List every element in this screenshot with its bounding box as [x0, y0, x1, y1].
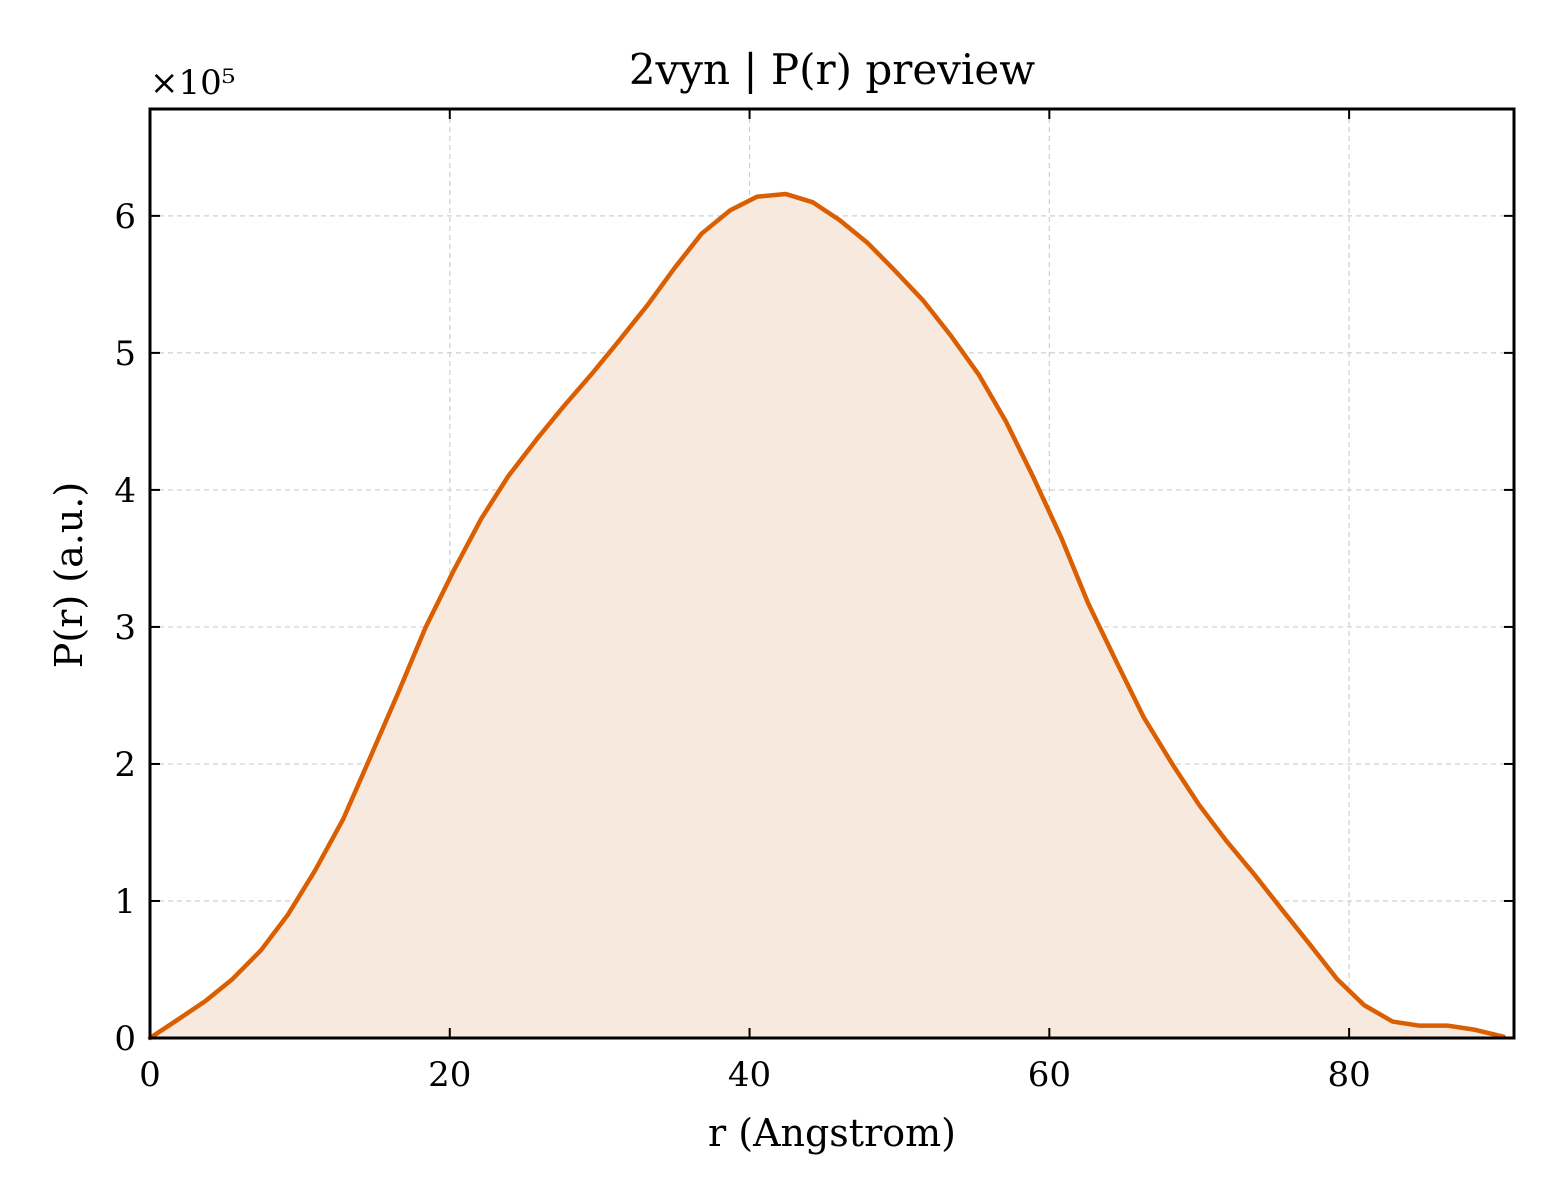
- x-tick-label: 60: [1028, 1055, 1071, 1095]
- axis-ticks: 0 20 40 60 80 0 1 2 3 4 5 6: [114, 109, 1514, 1095]
- x-axis-label: r (Angstrom): [708, 1111, 956, 1155]
- y-axis-label: P(r) (a.u.): [47, 482, 91, 668]
- y-tick-label: 0: [114, 1019, 136, 1059]
- x-tick-label: 20: [428, 1055, 471, 1095]
- y-tick-label: 4: [114, 471, 136, 511]
- area-fill: [150, 193, 1504, 1038]
- x-tick-label: 40: [728, 1055, 771, 1095]
- x-tick-label: 0: [139, 1055, 161, 1095]
- y-tick-label: 3: [114, 608, 136, 648]
- y-tick-label: 2: [114, 745, 136, 785]
- series-line: [147, 191, 1506, 1041]
- x-tick-label: 80: [1327, 1055, 1370, 1095]
- y-tick-label: 1: [114, 882, 136, 922]
- chart-title: 2vyn | P(r) preview: [629, 45, 1035, 94]
- plot-frame: [148, 107, 1516, 1040]
- y-tick-label: 6: [114, 197, 136, 237]
- y-multiplier: ×10⁵: [150, 63, 235, 103]
- y-tick-label: 5: [114, 334, 136, 374]
